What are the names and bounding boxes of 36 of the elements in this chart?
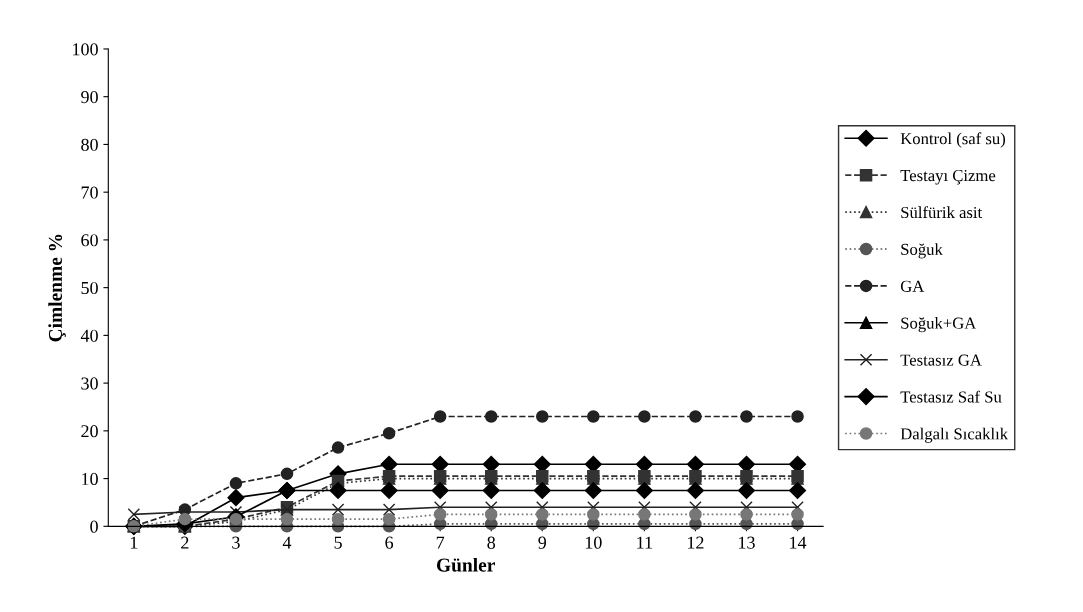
legend-label: GA [900, 280, 925, 292]
x-tick-label: 3 [232, 536, 240, 549]
legend-label: Soğuk+GA [901, 317, 977, 333]
x-tick-label: 8 [487, 536, 496, 549]
y-tick-label: 80 [81, 138, 98, 151]
legend-label: Testasız GA [900, 354, 982, 366]
legend-label: Dalgalı Sıcaklık [900, 427, 1009, 443]
x-tick-label: 11 [637, 536, 652, 549]
legend-label: Kontrol (saf su) [900, 132, 1006, 148]
y-axis-title: Çimlenme % [48, 234, 66, 342]
y-tick-label: 100 [73, 43, 98, 56]
y-tick-label: 0 [90, 520, 98, 533]
x-tick-label: 1 [130, 536, 138, 549]
y-tick-label: 50 [81, 281, 98, 295]
x-tick-label: 7 [436, 536, 445, 549]
legend-label: Soğuk [901, 243, 943, 259]
x-tick-label: 14 [790, 536, 807, 549]
x-tick-label: 2 [181, 536, 189, 549]
legend-label: Testayı Çizme [900, 169, 996, 185]
x-tick-label: 6 [385, 536, 394, 549]
x-axis-title: Günler [436, 557, 495, 572]
x-tick-label: 9 [538, 536, 547, 549]
y-tick-label: 40 [80, 329, 98, 342]
x-tick-label: 10 [585, 536, 602, 549]
y-tick-label: 20 [81, 425, 98, 438]
y-tick-label: 90 [81, 90, 98, 104]
x-tick-label: 12 [688, 536, 704, 549]
x-tick-label: 13 [739, 536, 755, 549]
y-tick-label: 30 [81, 377, 98, 390]
x-tick-label: 4 [282, 536, 292, 549]
legend-label: Testasız Saf Su [900, 390, 1002, 403]
legend-label: Sülfürik asit [901, 206, 983, 219]
y-tick-label: 60 [81, 234, 98, 247]
y-tick-label: 70 [81, 186, 98, 199]
x-tick-label: 5 [334, 536, 342, 549]
y-tick-label: 10 [82, 472, 98, 486]
